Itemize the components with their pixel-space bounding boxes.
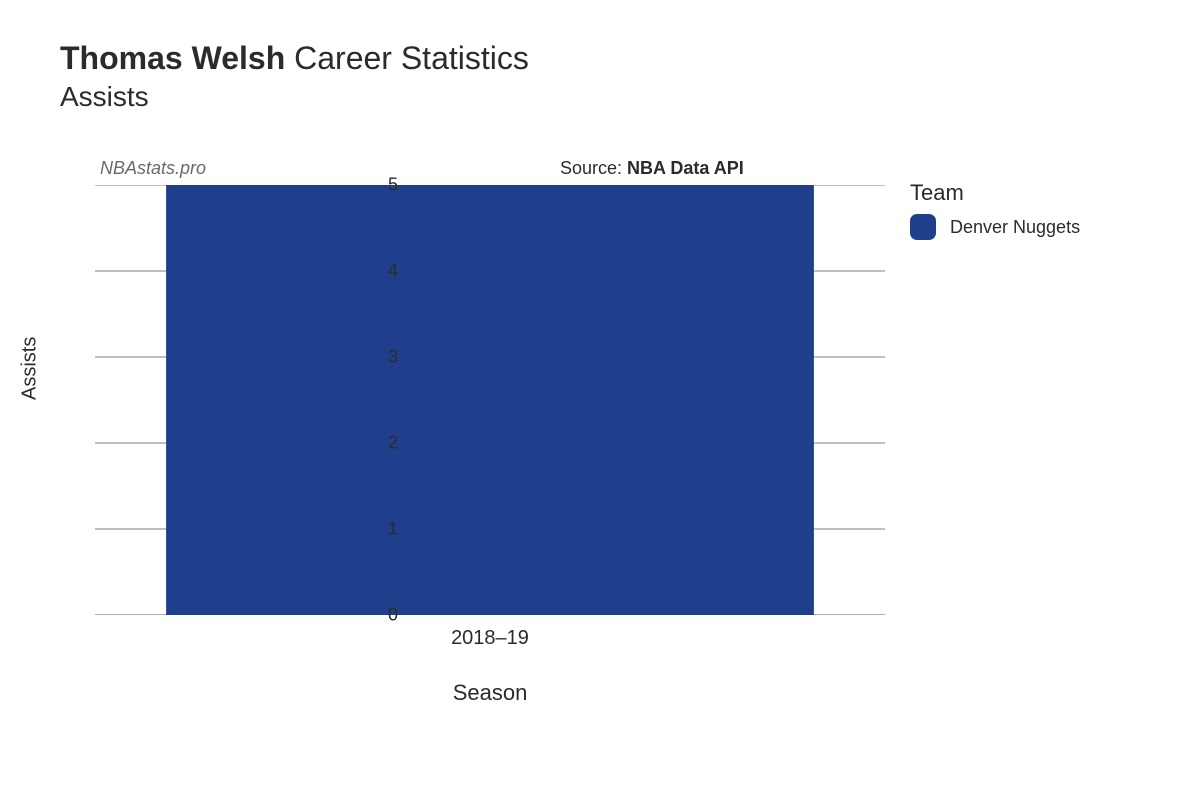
bar-chart-svg bbox=[95, 185, 885, 615]
player-name: Thomas Welsh bbox=[60, 40, 285, 76]
y-tick-label: 3 bbox=[358, 347, 398, 368]
y-tick-label: 4 bbox=[358, 261, 398, 282]
title-block: Thomas Welsh Career Statistics Assists bbox=[60, 40, 529, 113]
y-tick-label: 1 bbox=[358, 519, 398, 540]
legend-item: Denver Nuggets bbox=[910, 214, 1080, 240]
legend-label: Denver Nuggets bbox=[950, 217, 1080, 238]
legend-title: Team bbox=[910, 180, 1080, 206]
chart-subtitle: Assists bbox=[60, 81, 529, 113]
x-tick-label: 2018–19 bbox=[451, 627, 529, 650]
chart-container: Thomas Welsh Career Statistics Assists N… bbox=[0, 0, 1200, 800]
title-suffix: Career Statistics bbox=[294, 40, 529, 76]
y-tick-label: 0 bbox=[358, 605, 398, 626]
watermark-text: NBAstats.pro bbox=[100, 158, 206, 179]
source-attribution: Source: NBA Data API bbox=[560, 158, 744, 179]
source-prefix: Source: bbox=[560, 158, 627, 178]
legend: Team Denver Nuggets bbox=[910, 180, 1080, 240]
x-axis-label: Season bbox=[453, 680, 528, 706]
y-tick-label: 5 bbox=[358, 175, 398, 196]
source-name: NBA Data API bbox=[627, 158, 744, 178]
y-tick-label: 2 bbox=[358, 433, 398, 454]
legend-items: Denver Nuggets bbox=[910, 214, 1080, 240]
chart-title: Thomas Welsh Career Statistics bbox=[60, 40, 529, 77]
y-axis-label: Assists bbox=[19, 337, 42, 400]
bar bbox=[166, 185, 814, 615]
legend-swatch bbox=[910, 214, 936, 240]
plot-area bbox=[95, 185, 885, 615]
